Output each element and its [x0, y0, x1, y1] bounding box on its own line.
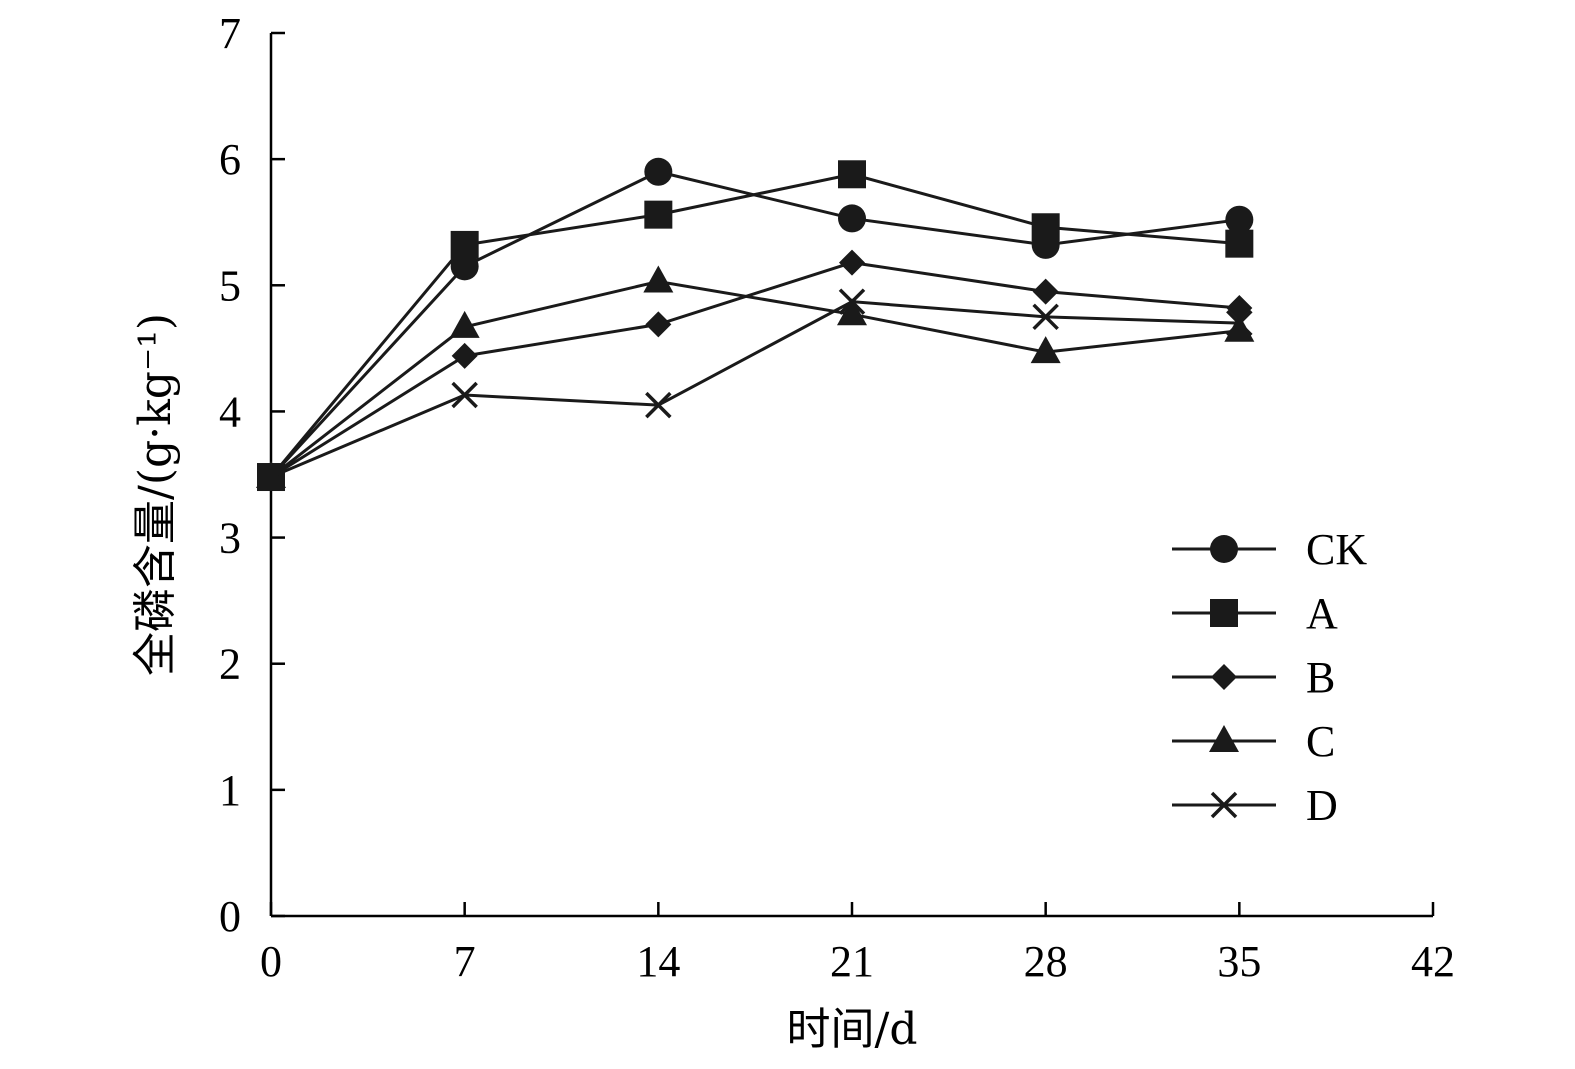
data-point-a: [1031, 213, 1060, 242]
data-point-a: [450, 230, 479, 259]
legend-item-b: B: [1172, 653, 1335, 702]
series-line-b: [270, 261, 1240, 479]
data-point-c: [256, 461, 286, 489]
data-point-a: [838, 160, 866, 189]
data-point-a: [644, 200, 673, 229]
x-tick-label: 0: [260, 937, 282, 986]
series-d: [257, 288, 1253, 491]
legend-label: C: [1306, 717, 1335, 766]
legend-item-ck: CK: [1172, 525, 1367, 574]
y-tick-label: 1: [219, 766, 241, 815]
series-line-c: [270, 279, 1240, 479]
legend-item-a: A: [1172, 589, 1338, 638]
data-point-d: [1226, 309, 1253, 337]
legend-item-c: C: [1172, 717, 1335, 766]
legend-label: B: [1306, 653, 1335, 702]
data-point-d: [1032, 303, 1059, 331]
data-point-b: [451, 342, 478, 369]
y-tick-label: 5: [219, 261, 241, 310]
series-c: [256, 265, 1255, 489]
legend-marker-c: [1209, 725, 1239, 752]
data-point-ck: [838, 204, 866, 233]
data-point-d: [645, 391, 672, 419]
legend-marker-b: [1211, 664, 1237, 690]
data-point-ck: [1225, 205, 1254, 234]
x-tick-label: 28: [1024, 937, 1068, 986]
series-ck: [257, 157, 1254, 492]
data-point-b: [839, 249, 865, 276]
series-line-a: [269, 172, 1240, 478]
data-point-c: [837, 298, 867, 326]
y-tick-label: 0: [219, 892, 241, 941]
data-point-c: [449, 310, 480, 338]
y-tick-label: 6: [219, 135, 241, 184]
data-point-a: [1225, 229, 1254, 258]
data-point-d: [257, 463, 285, 491]
legend-item-d: D: [1172, 781, 1338, 830]
data-point-d: [451, 381, 478, 409]
legend-marker-a: [1210, 599, 1238, 627]
legend-label: A: [1306, 589, 1338, 638]
legend-marker-ck: [1210, 535, 1238, 563]
series-group: [256, 157, 1255, 492]
x-tick-label: 42: [1411, 937, 1455, 986]
axes: 0 1 2 3 4 5 6 7 0 7 14 21 28 35 42: [219, 9, 1455, 986]
series-a: [257, 160, 1254, 492]
x-tick-label: 7: [454, 937, 476, 986]
legend-label: D: [1306, 781, 1338, 830]
data-point-ck: [644, 157, 673, 186]
x-tick-label: 14: [636, 937, 680, 986]
y-tick-label: 3: [219, 514, 241, 563]
y-tick-label: 4: [219, 387, 241, 436]
legend-marker-d: [1210, 791, 1238, 819]
data-point-d: [838, 288, 866, 315]
data-point-ck: [450, 252, 479, 281]
data-point-b: [1032, 278, 1059, 305]
data-point-c: [1224, 314, 1255, 342]
data-point-c: [643, 265, 674, 293]
y-tick-label: 2: [219, 640, 241, 689]
x-tick-label: 35: [1217, 937, 1261, 986]
data-point-c: [1030, 336, 1061, 364]
series-line-ck: [269, 170, 1240, 479]
data-point-b: [645, 311, 672, 338]
y-axis-title: 全磷含量/(g·kg⁻¹): [130, 313, 181, 676]
legend-label: CK: [1306, 525, 1367, 574]
x-tick-label: 21: [830, 937, 874, 986]
x-axis-title: 时间/d: [787, 1004, 918, 1055]
y-tick-label: 7: [219, 9, 241, 58]
series-line-d: [270, 300, 1240, 479]
